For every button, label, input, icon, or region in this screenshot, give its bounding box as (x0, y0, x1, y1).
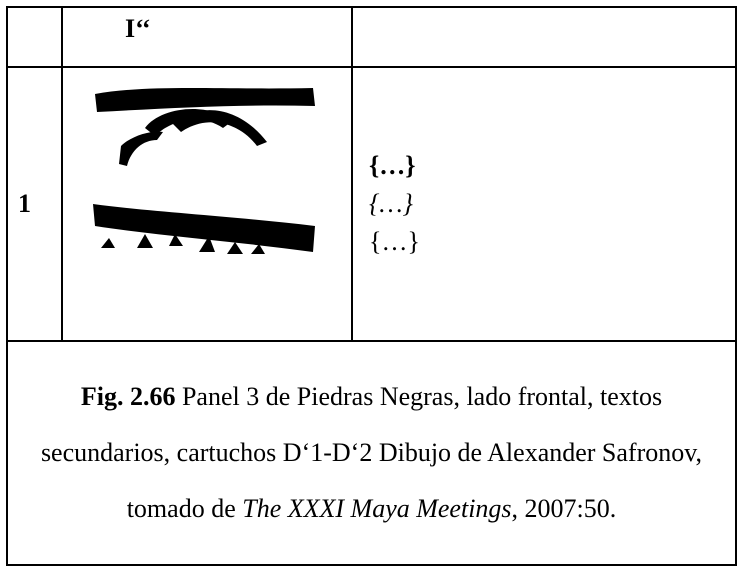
caption-row: Fig. 2.66 Panel 3 de Piedras Negras, lad… (6, 340, 737, 566)
caption-title: The XXXI Maya Meetings (242, 494, 512, 523)
row: 1 {…} {…} {…} (5, 66, 737, 342)
glyph-drawing (93, 88, 316, 254)
header-cell (5, 6, 64, 68)
table: I‘‘ 1 {…} {…} {…} Fig. 2.66 Panel 3 de P… (5, 6, 737, 566)
image-cell (61, 66, 354, 342)
caption-suffix: , 2007:50. (511, 494, 617, 523)
value: {…} (369, 189, 413, 218)
header-row: I‘‘ (5, 6, 737, 68)
header-cell: I‘‘ (61, 6, 354, 68)
header-cell (351, 6, 737, 68)
caption-label: Fig. 2.66 (80, 382, 176, 411)
value-cell: {…} {…} {…} (351, 66, 737, 342)
caption-text: Panel 3 de Piedras Negras, lado frontal,… (40, 382, 703, 523)
row-number: 1 (5, 66, 64, 342)
value: {…} (369, 151, 416, 180)
caption: Fig. 2.66 Panel 3 de Piedras Negras, lad… (6, 340, 737, 566)
value: {…} (369, 227, 420, 256)
